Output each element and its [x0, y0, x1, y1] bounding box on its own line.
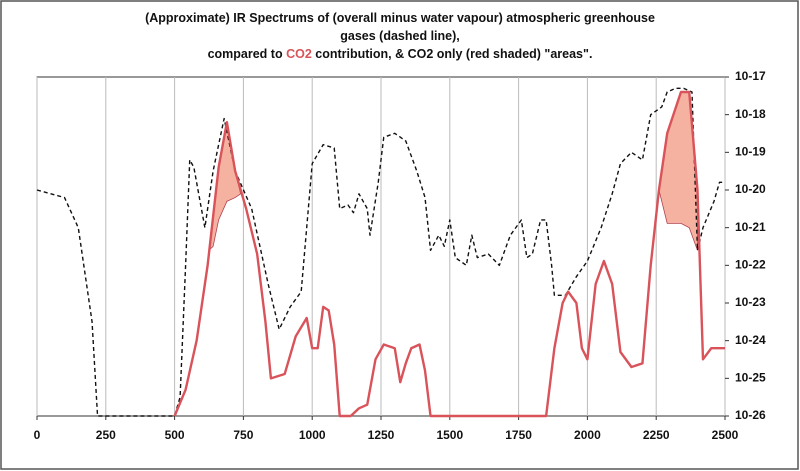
- title-text: CO2: [286, 47, 312, 61]
- x-tick-label: 2500: [712, 428, 739, 442]
- y-tick-label: 10-17: [735, 69, 766, 83]
- title-line: compared to CO2 contribution, & CO2 only…: [208, 47, 593, 61]
- x-tick-label: 2000: [574, 428, 601, 442]
- chart-title: (Approximate) IR Spectrums of (overall m…: [145, 11, 655, 61]
- x-tick-label: 0: [34, 428, 41, 442]
- x-tick-label: 1500: [436, 428, 463, 442]
- y-tick-label: 10-23: [735, 295, 766, 309]
- y-tick-label: 10-24: [735, 333, 766, 347]
- title-line: (Approximate) IR Spectrums of (overall m…: [145, 11, 655, 25]
- x-tick-label: 500: [165, 428, 185, 442]
- series-line: [173, 90, 725, 418]
- y-tick-label: 10-25: [735, 371, 766, 385]
- x-tick-label: 750: [233, 428, 253, 442]
- y-tick-label: 10-21: [735, 220, 766, 234]
- y-tick-label: 10-19: [735, 145, 766, 159]
- title-line: gases (dashed line),: [340, 29, 459, 43]
- title-text: compared to: [208, 47, 287, 61]
- title-text: (Approximate) IR Spectrums of (overall m…: [145, 11, 655, 25]
- x-tick-label: 1000: [299, 428, 326, 442]
- x-tick-label: 1750: [505, 428, 532, 442]
- y-tick-label: 10-20: [735, 182, 766, 196]
- x-tick-label: 250: [96, 428, 116, 442]
- series-line: [36, 87, 725, 417]
- y-tick-label: 10-22: [735, 258, 766, 272]
- y-tick-label: 10-26: [735, 408, 766, 422]
- x-tick-label: 2250: [643, 428, 670, 442]
- x-tick-label: 1250: [368, 428, 395, 442]
- y-tick-label: 10-18: [735, 107, 766, 121]
- title-text: contribution, & CO2 only (red shaded) "a…: [312, 47, 593, 61]
- title-text: gases (dashed line),: [340, 29, 459, 43]
